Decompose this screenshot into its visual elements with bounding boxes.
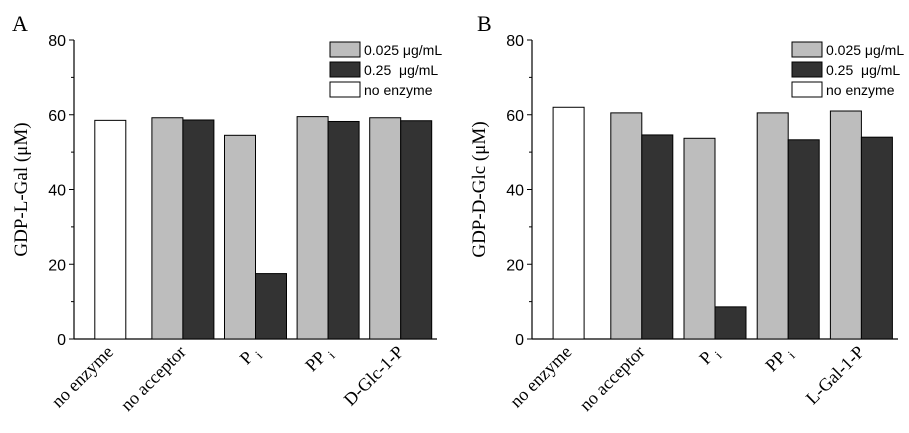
panel-b-category-label: no acceptor xyxy=(575,342,648,415)
panel-a-ytick-label: 40 xyxy=(48,183,66,200)
panel-a-bar xyxy=(327,120,360,340)
panel-b-bar xyxy=(860,136,893,340)
panel-a-bar xyxy=(400,120,433,340)
panel-b-category-label: no enzyme xyxy=(506,342,576,412)
panel-a-bar xyxy=(224,134,256,340)
panel-a-y-axis-label: GDP-L-Gal (μM) xyxy=(11,122,32,256)
panel-a-bar xyxy=(151,117,184,340)
panel-a-category-label: no enzyme xyxy=(48,342,118,412)
panel-a-legend-swatch xyxy=(329,81,361,98)
panel-a-category-label: Pi xyxy=(236,341,266,371)
panel-b-ytick-label: 20 xyxy=(506,257,524,274)
panel-b-legend-swatch xyxy=(791,41,823,58)
panel-a-ytick-label: 80 xyxy=(48,33,66,50)
panel-b-legend-swatch xyxy=(791,81,823,98)
panel-b-bar xyxy=(829,110,862,340)
panel-a-category-label: D-Glc-1-P xyxy=(340,342,408,410)
panel-b-ytick-label: 60 xyxy=(506,108,524,125)
panel-a-legend-label: 0.25 μg/mL xyxy=(364,62,438,78)
panel-a-bar xyxy=(255,273,287,340)
panel-b-legend-label: 0.25 μg/mL xyxy=(826,62,900,78)
panel-b-ytick-label: 0 xyxy=(515,332,524,349)
panel-a-ytick-label: 60 xyxy=(48,108,66,125)
panel-b-bar xyxy=(641,134,674,340)
panel-b-letter: B xyxy=(477,11,492,36)
panel-b-ytick-label: 80 xyxy=(506,33,524,50)
panel-b-bar xyxy=(787,139,820,340)
panel-a-legend-label: no enzyme xyxy=(364,82,433,98)
panel-a-bar xyxy=(182,119,215,340)
panel-a-category-label: PPi xyxy=(301,341,338,378)
panel-a-bar xyxy=(296,116,329,340)
panel-a-legend-swatch xyxy=(329,61,361,78)
panel-b-bar xyxy=(714,306,747,340)
panel-a-legend-label: 0.025 μg/mL xyxy=(364,42,442,58)
panel-b-category-label: Pi xyxy=(695,341,725,371)
panel-b-legend-label: no enzyme xyxy=(826,82,895,98)
panel-b-bar xyxy=(683,137,716,340)
panel-b-category-label: L-Gal-1-P xyxy=(802,342,868,408)
panel-b-y-axis-label: GDP-D-Glc (μM) xyxy=(469,121,490,257)
panel-a-bar xyxy=(94,119,127,340)
panel-b-bar xyxy=(756,112,789,340)
panel-a-letter: A xyxy=(12,11,28,36)
panel-b-bar xyxy=(552,106,585,340)
panel-b-legend-label: 0.025 μg/mL xyxy=(826,42,904,58)
panel-b-category-label: PPi xyxy=(761,341,798,378)
panel-a-category-label: no acceptor xyxy=(117,342,190,415)
panel-a-ytick-label: 0 xyxy=(57,332,66,349)
panel-a-bar xyxy=(369,117,402,340)
panel-b-legend-swatch xyxy=(791,61,823,78)
panel-b-ytick-label: 40 xyxy=(506,183,524,200)
panel-b-bar xyxy=(610,112,643,340)
panel-a-ytick-label: 20 xyxy=(48,257,66,274)
panel-a-legend-swatch xyxy=(329,41,361,58)
